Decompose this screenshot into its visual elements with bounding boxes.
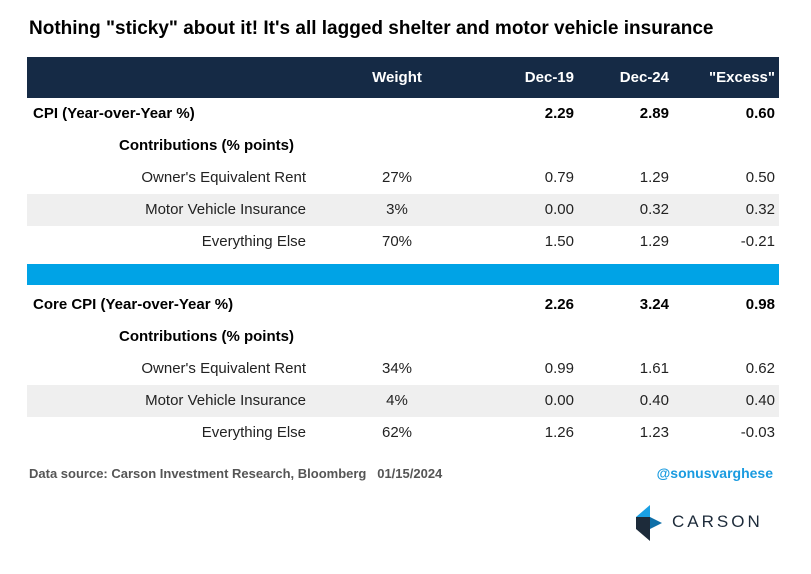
carson-logo: CARSON (634, 505, 774, 541)
header-dec19: Dec-19 (524, 69, 574, 86)
table-row: Motor Vehicle Insurance 4% 0.00 0.40 0.4… (27, 385, 779, 417)
row-dec24: 0.32 (639, 201, 669, 218)
core-contrib-header-row: Contributions (% points) (27, 321, 779, 353)
logo-text: CARSON (672, 512, 763, 531)
row-excess: -0.21 (740, 233, 775, 250)
row-label: Motor Vehicle Insurance (145, 392, 306, 409)
chart-title: Nothing "sticky" about it! It's all lagg… (29, 18, 714, 39)
row-dec19: 0.00 (544, 201, 574, 218)
row-excess: 0.40 (745, 392, 775, 409)
header-dec24: Dec-24 (619, 69, 669, 86)
row-dec24: 1.29 (639, 233, 669, 250)
row-excess: -0.03 (740, 424, 775, 441)
row-dec19: 1.50 (544, 233, 574, 250)
row-excess: 0.32 (745, 201, 775, 218)
table-row: Owner's Equivalent Rent 34% 0.99 1.61 0.… (27, 353, 779, 385)
cpi-dec24: 2.89 (639, 105, 669, 122)
row-weight: 34% (381, 360, 413, 377)
section-divider (27, 264, 779, 285)
row-dec24: 1.29 (639, 169, 669, 186)
table-row: Everything Else 70% 1.50 1.29 -0.21 (27, 226, 779, 258)
row-weight: 3% (386, 201, 408, 218)
twitter-handle: @sonusvarghese (656, 465, 773, 481)
cpi-total-row: CPI (Year-over-Year %) 2.29 2.89 0.60 (27, 98, 779, 130)
row-excess: 0.50 (745, 169, 775, 186)
row-dec24: 0.40 (639, 392, 669, 409)
row-weight: 4% (386, 392, 408, 409)
table-row: Motor Vehicle Insurance 3% 0.00 0.32 0.3… (27, 194, 779, 226)
row-weight: 70% (381, 233, 413, 250)
row-label: Everything Else (201, 424, 306, 441)
table-header: Weight Dec-19 Dec-24 "Excess" (27, 57, 779, 98)
core-label: Core CPI (Year-over-Year %) (33, 296, 234, 313)
row-label: Owner's Equivalent Rent (141, 169, 306, 186)
core-dec19: 2.26 (544, 296, 574, 313)
row-excess: 0.62 (745, 360, 775, 377)
core-dec24: 3.24 (639, 296, 669, 313)
cpi-contrib-label: Contributions (% points) (119, 137, 294, 154)
row-label: Owner's Equivalent Rent (141, 360, 306, 377)
row-weight: 62% (381, 424, 413, 441)
core-excess: 0.98 (745, 296, 775, 313)
data-source-note: Data source: Carson Investment Research,… (29, 466, 443, 481)
header-weight: Weight (372, 69, 422, 86)
cpi-excess: 0.60 (745, 105, 775, 122)
row-label: Everything Else (201, 233, 306, 250)
row-label: Motor Vehicle Insurance (145, 201, 306, 218)
row-dec24: 1.61 (639, 360, 669, 377)
core-contrib-label: Contributions (% points) (119, 328, 294, 345)
cpi-contrib-header-row: Contributions (% points) (27, 130, 779, 162)
cpi-table: Weight Dec-19 Dec-24 "Excess" CPI (Year-… (27, 57, 779, 449)
row-weight: 27% (381, 169, 413, 186)
row-dec19: 0.99 (544, 360, 574, 377)
cpi-label: CPI (Year-over-Year %) (33, 105, 195, 122)
row-dec19: 0.00 (544, 392, 574, 409)
table-row: Everything Else 62% 1.26 1.23 -0.03 (27, 417, 779, 449)
cpi-dec19: 2.29 (544, 105, 574, 122)
row-dec19: 1.26 (544, 424, 574, 441)
row-dec19: 0.79 (544, 169, 574, 186)
header-excess: "Excess" (709, 69, 775, 86)
row-dec24: 1.23 (639, 424, 669, 441)
core-total-row: Core CPI (Year-over-Year %) 2.26 3.24 0.… (27, 289, 779, 321)
carson-logo-icon (636, 505, 662, 541)
table-row: Owner's Equivalent Rent 27% 0.79 1.29 0.… (27, 162, 779, 194)
